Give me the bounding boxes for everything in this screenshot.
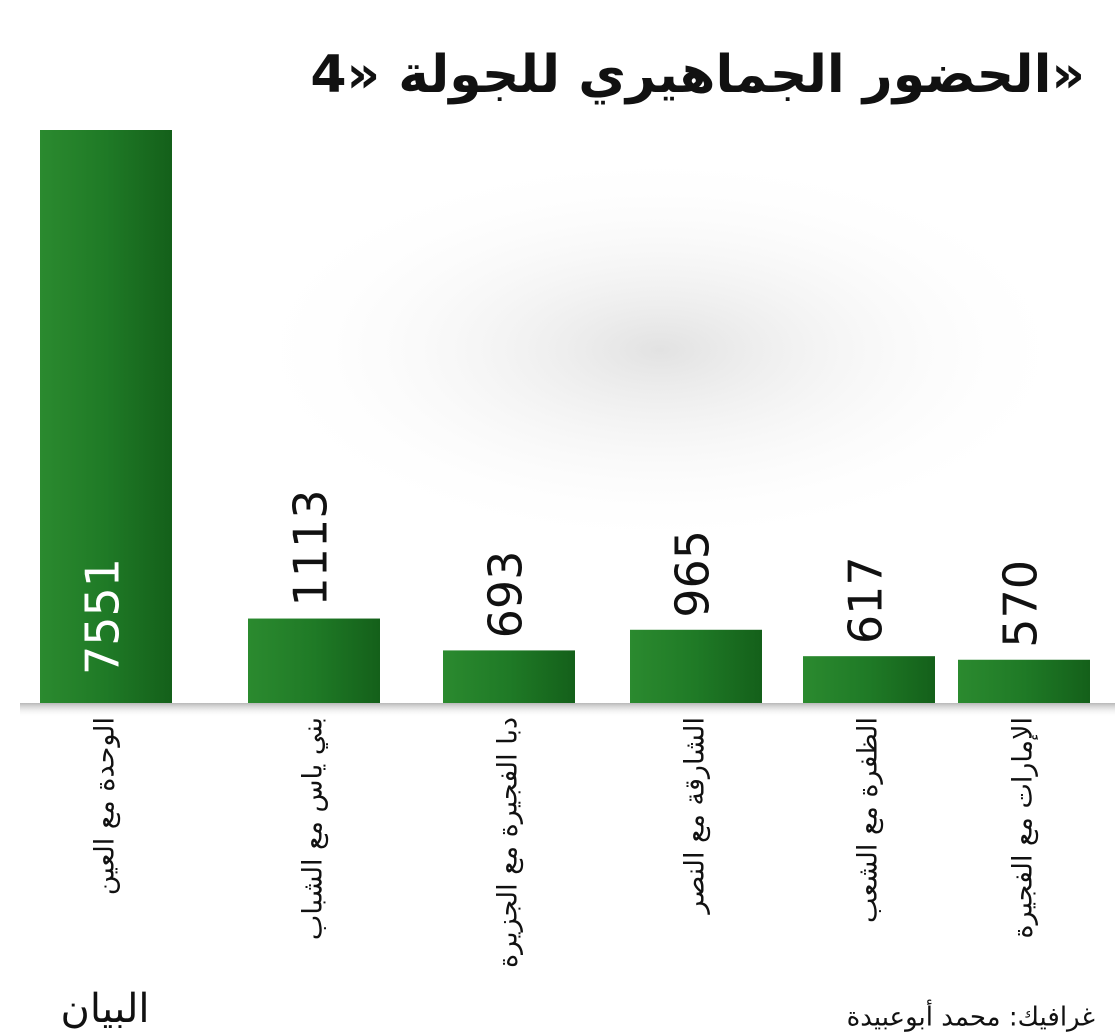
category-label: الظفرة مع الشعب — [853, 717, 884, 923]
value-label: 1113 — [284, 489, 338, 606]
category-label: الوحدة مع العين — [90, 717, 121, 895]
value-label: 965 — [666, 530, 720, 618]
value-label: 693 — [479, 551, 533, 639]
bar — [248, 618, 380, 703]
bar — [443, 650, 575, 703]
logo: البيان — [60, 986, 149, 1032]
category-label: بني ياس مع الشباب — [298, 717, 329, 940]
bar — [40, 130, 172, 703]
bar — [958, 659, 1090, 703]
chart-title: الحضور الجماهيري للجولة «4» — [310, 45, 1085, 105]
crowd-background — [240, 150, 1080, 550]
baseline-shadow — [20, 703, 1115, 717]
credit: غرافيك: محمد أبوعبيدة — [847, 999, 1095, 1033]
bar — [630, 629, 762, 703]
value-label: 570 — [994, 560, 1048, 648]
value-label: 617 — [839, 556, 893, 644]
bar — [803, 656, 935, 703]
category-label: دبا الفجيرة مع الجزيرة — [493, 717, 524, 968]
category-label: الإمارات مع الفجيرة — [1008, 717, 1039, 939]
value-label: 7551 — [76, 558, 130, 675]
category-label: الشارقة مع النصر — [680, 717, 711, 916]
